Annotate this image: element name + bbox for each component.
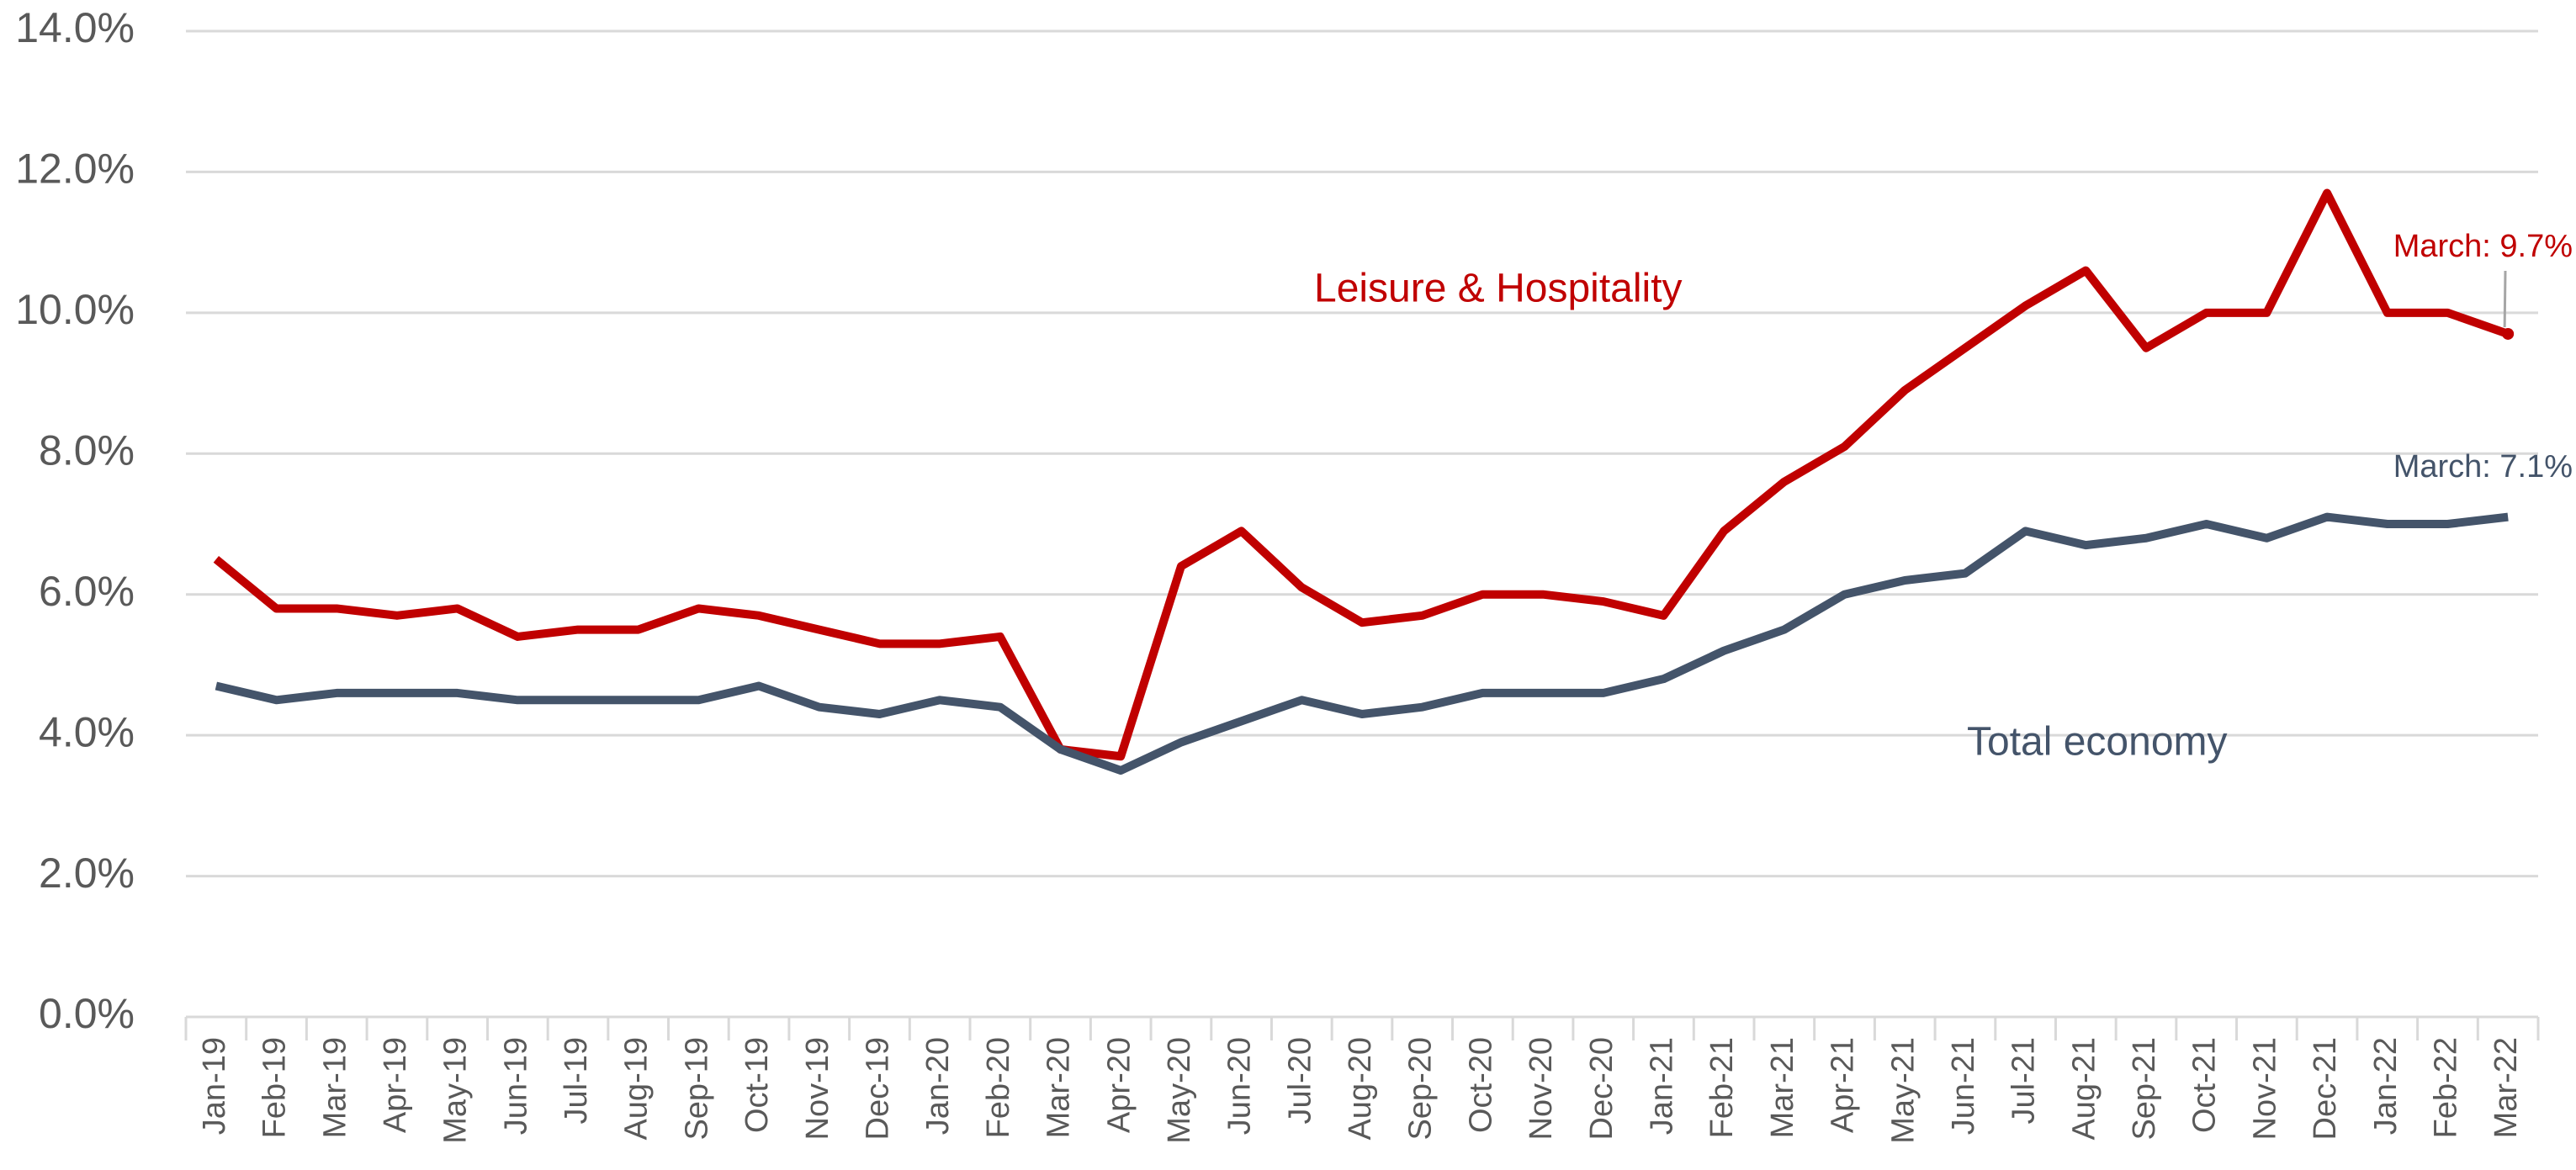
series-label: Total economy	[1967, 720, 2228, 765]
y-tick-label: 10.0%	[15, 286, 135, 333]
y-tick-label: 2.0%	[39, 850, 135, 897]
x-tick-label: Mar-21	[1765, 1037, 1800, 1138]
x-tick-label: Aug-20	[1343, 1037, 1378, 1141]
x-tick-label: Jun-21	[1946, 1037, 1981, 1135]
x-tick-label: Jun-19	[498, 1037, 533, 1135]
x-tick-label: Dec-20	[1584, 1037, 1619, 1141]
y-tick-label: 8.0%	[39, 426, 135, 474]
x-tick-label: Apr-20	[1101, 1037, 1137, 1133]
x-tick-label: Jun-20	[1222, 1037, 1258, 1135]
x-tick-label: Jan-20	[920, 1037, 956, 1135]
x-tick-label: Mar-19	[317, 1037, 352, 1138]
x-tick-label: Jul-21	[2006, 1037, 2042, 1125]
x-tick-label: Oct-21	[2187, 1037, 2223, 1133]
end-marker	[2502, 327, 2515, 340]
y-tick-label: 4.0%	[39, 708, 135, 755]
series-label: Leisure & Hospitality	[1314, 267, 1683, 311]
x-tick-label: Aug-21	[2066, 1037, 2102, 1141]
x-tick-label: Oct-20	[1463, 1037, 1498, 1133]
x-tick-label: Nov-21	[2247, 1037, 2282, 1141]
series-line	[213, 188, 2510, 761]
x-tick-label: Jul-20	[1282, 1037, 1317, 1125]
annotation: March: 7.1%	[2393, 449, 2573, 484]
annotation: March: 9.7%	[2393, 229, 2573, 264]
y-tick-label: 14.0%	[15, 4, 135, 51]
x-tick-label: Apr-19	[378, 1037, 413, 1133]
x-tick-label: Feb-20	[981, 1037, 1016, 1138]
series-line	[215, 512, 2509, 775]
leader-line	[2503, 270, 2507, 327]
x-tick-label: Nov-20	[1524, 1037, 1559, 1141]
y-tick-label: 6.0%	[39, 568, 135, 615]
x-tick-label: May-19	[438, 1037, 474, 1144]
y-tick-label: 12.0%	[15, 146, 135, 193]
x-tick-label: Jul-19	[559, 1037, 594, 1125]
x-tick-label: Feb-19	[257, 1037, 293, 1138]
x-tick-label: May-20	[1162, 1037, 1197, 1144]
x-tick-label: Apr-21	[1826, 1037, 1861, 1133]
x-tick-label: Mar-22	[2489, 1037, 2524, 1138]
x-tick-label: Dec-19	[860, 1037, 895, 1141]
x-tick-label: Feb-21	[1704, 1037, 1740, 1138]
x-tick-label: Sep-21	[2127, 1037, 2162, 1141]
x-tick-label: May-21	[1885, 1037, 1921, 1144]
y-tick-label: 0.0%	[39, 990, 135, 1037]
x-tick-label: Nov-19	[800, 1037, 835, 1141]
x-tick-label: Sep-20	[1403, 1037, 1439, 1141]
x-tick-label: Jan-19	[197, 1037, 232, 1135]
x-tick-label: Jan-22	[2368, 1037, 2404, 1135]
x-tick-label: Aug-19	[619, 1037, 655, 1141]
x-tick-label: Dec-21	[2308, 1037, 2343, 1141]
x-tick-label: Oct-19	[739, 1037, 775, 1133]
x-tick-label: Sep-19	[679, 1037, 714, 1141]
x-tick-label: Jan-21	[1644, 1037, 1679, 1135]
x-tick-label: Mar-20	[1042, 1037, 1077, 1138]
x-tick-label: Feb-22	[2428, 1037, 2463, 1138]
